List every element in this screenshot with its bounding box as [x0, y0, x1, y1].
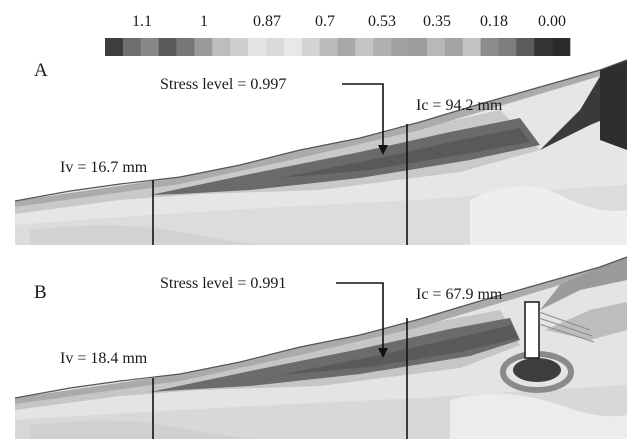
legend-tick-label: 1.1 [132, 13, 152, 30]
stress-arrow [342, 83, 388, 155]
legend-tick-labels: 1.1 1 0.87 0.7 0.53 0.35 0.18 0.00 [132, 13, 566, 30]
legend-swatch [409, 38, 428, 56]
legend-swatch [248, 38, 267, 56]
legend-swatch [194, 38, 213, 56]
panel-b: B Stress level = 0.991 Ic = 67.9 mm [14, 256, 627, 439]
iv-label: Iv = 18.4 mm [60, 350, 148, 367]
legend-tick-label: 0.7 [315, 13, 335, 30]
legend-swatch [516, 38, 535, 56]
legend-swatch [122, 38, 142, 56]
stress-contour-field [15, 60, 627, 245]
legend-swatch [498, 38, 517, 56]
legend-swatch [552, 38, 571, 56]
legend-swatch [140, 38, 159, 56]
legend-swatch [230, 38, 249, 56]
panel-a: A Stress level = 0.997 Ic = 94.2 mm Iv =… [14, 59, 627, 245]
legend-swatch [301, 38, 320, 56]
legend-swatch [265, 38, 285, 56]
stress-arrow [336, 282, 388, 358]
legend-swatch [444, 38, 463, 56]
legend-swatch [534, 38, 553, 56]
pile-toe-stress-zone [513, 358, 561, 382]
stress-level-label: Stress level = 0.991 [160, 275, 286, 292]
panel-label: B [34, 282, 47, 303]
anti-slide-pile [524, 301, 595, 359]
legend-swatch [158, 38, 177, 56]
iv-label: Iv = 16.7 mm [60, 159, 148, 176]
legend: 1.1 1 0.87 0.7 0.53 0.35 0.18 0.00 [105, 13, 571, 56]
slope-surface [14, 256, 627, 399]
stress-contour-field [15, 257, 627, 439]
legend-tick-label: 1 [200, 13, 208, 30]
legend-swatch [391, 38, 410, 56]
legend-swatch [319, 38, 338, 56]
stress-level-label: Stress level = 0.997 [160, 76, 286, 93]
legend-swatch [373, 38, 392, 56]
legend-tick-label: 0.53 [368, 13, 396, 30]
legend-swatch [337, 38, 356, 56]
legend-tick-label: 0.35 [423, 13, 451, 30]
legend-swatch [462, 38, 481, 56]
legend-tick-label: 0.87 [253, 13, 281, 30]
legend-swatch [212, 38, 231, 56]
legend-tick-label: 0.00 [538, 13, 566, 30]
legend-swatch [426, 38, 446, 56]
ic-label: Ic = 67.9 mm [416, 286, 503, 303]
legend-swatch [283, 38, 303, 56]
legend-swatch [480, 38, 499, 56]
slope-surface [14, 59, 627, 202]
legend-swatch [176, 38, 195, 56]
legend-swatch [105, 38, 124, 56]
legend-swatch [355, 38, 374, 56]
legend-color-bar [105, 38, 571, 56]
panel-label: A [34, 60, 48, 81]
legend-tick-label: 0.18 [480, 13, 508, 30]
ic-label: Ic = 94.2 mm [416, 97, 503, 114]
